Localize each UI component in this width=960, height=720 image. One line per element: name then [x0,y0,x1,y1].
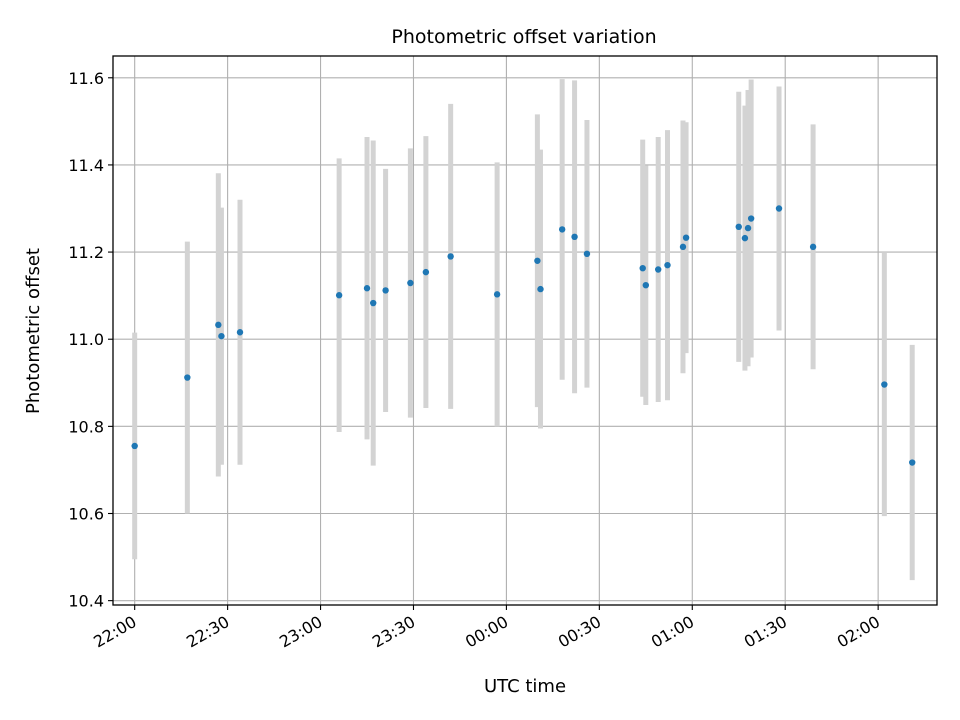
data-point [583,250,591,258]
data-point [741,234,749,242]
data-point [422,268,430,276]
data-point [744,224,752,232]
y-tick-label: 11.0 [68,330,104,349]
data-point [184,374,191,381]
y-tick-label: 10.4 [68,592,104,611]
data-point [236,329,244,336]
data-point [682,234,690,241]
data-point [809,243,817,251]
data-point [664,261,671,269]
plot-area-frame [112,55,938,606]
data-point [639,264,646,272]
data-point [407,279,414,287]
data-point [655,266,662,273]
y-tick-label: 11.4 [68,156,104,175]
data-point [382,287,389,294]
data-point [909,459,916,466]
data-point [447,253,454,260]
data-point [218,332,225,340]
data-points [131,205,916,466]
y-tick-label: 11.6 [68,69,104,88]
data-point [558,226,566,233]
data-point [370,299,377,307]
data-point [335,292,343,299]
y-tick-label: 10.8 [68,417,104,436]
grid [113,56,937,605]
data-point [881,381,888,388]
data-point [534,257,541,264]
data-point [363,285,371,292]
data-point [747,215,755,222]
data-point [571,233,578,241]
y-axis-title: Photometric offset [23,248,44,414]
data-point [493,291,501,298]
data-point [537,285,544,293]
data-point [735,223,742,230]
y-tick-label: 11.2 [68,243,104,262]
y-axis-ticks: 10.4 10.6 10.8 11.0 11.2 11.4 11.6 [68,69,113,611]
y-tick-label: 10.6 [68,505,104,524]
x-axis-title: UTC time [484,676,566,697]
data-point [131,442,138,450]
data-point [679,243,687,251]
data-point [215,321,222,329]
data-point [642,281,650,289]
chart-title: Photometric offset variation [391,26,656,48]
data-point [775,205,783,212]
